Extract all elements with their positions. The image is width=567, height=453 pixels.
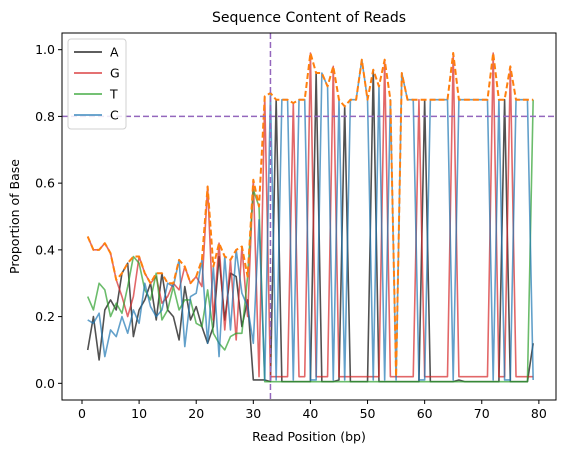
y-tick-label: 1.0 xyxy=(35,42,55,57)
x-tick-label: 40 xyxy=(302,406,318,421)
axes-layer: 0 10 20 30 40 50 60 70 80 0.0 0.2 0.4 0.6 0.8 1.0 xyxy=(35,32,557,421)
x-tick-label: 80 xyxy=(531,406,547,421)
x-tick-label: 70 xyxy=(474,406,490,421)
x-tick-label: 60 xyxy=(417,406,433,421)
plot-area xyxy=(62,33,556,400)
series-line-g xyxy=(86,52,534,378)
x-tick-label: 10 xyxy=(131,406,147,421)
legend-label-c: C xyxy=(110,108,119,123)
y-tick-label: 0.4 xyxy=(35,242,55,257)
y-tick-label: 0.0 xyxy=(35,376,55,391)
y-tick-label: 0.8 xyxy=(35,109,55,124)
y-tick-label: 0.6 xyxy=(35,176,55,191)
x-tick-label: 50 xyxy=(360,406,376,421)
legend-label-t: T xyxy=(109,87,118,102)
y-axis-label: Proportion of Base xyxy=(7,159,22,274)
x-tick-label: 0 xyxy=(78,406,86,421)
plot-frame xyxy=(61,32,557,401)
x-tick-label: 30 xyxy=(245,406,261,421)
legend-label-a: A xyxy=(110,45,119,60)
y-tick-label: 0.2 xyxy=(35,309,55,324)
series-line-t xyxy=(86,99,534,383)
legend-box xyxy=(67,38,127,130)
x-axis-label: Read Position (bp) xyxy=(252,429,366,444)
max-proportion-line xyxy=(86,52,534,378)
legend-label-g: G xyxy=(110,66,120,81)
chart-title: Sequence Content of Reads xyxy=(212,10,406,26)
x-tick-label: 20 xyxy=(188,406,204,421)
